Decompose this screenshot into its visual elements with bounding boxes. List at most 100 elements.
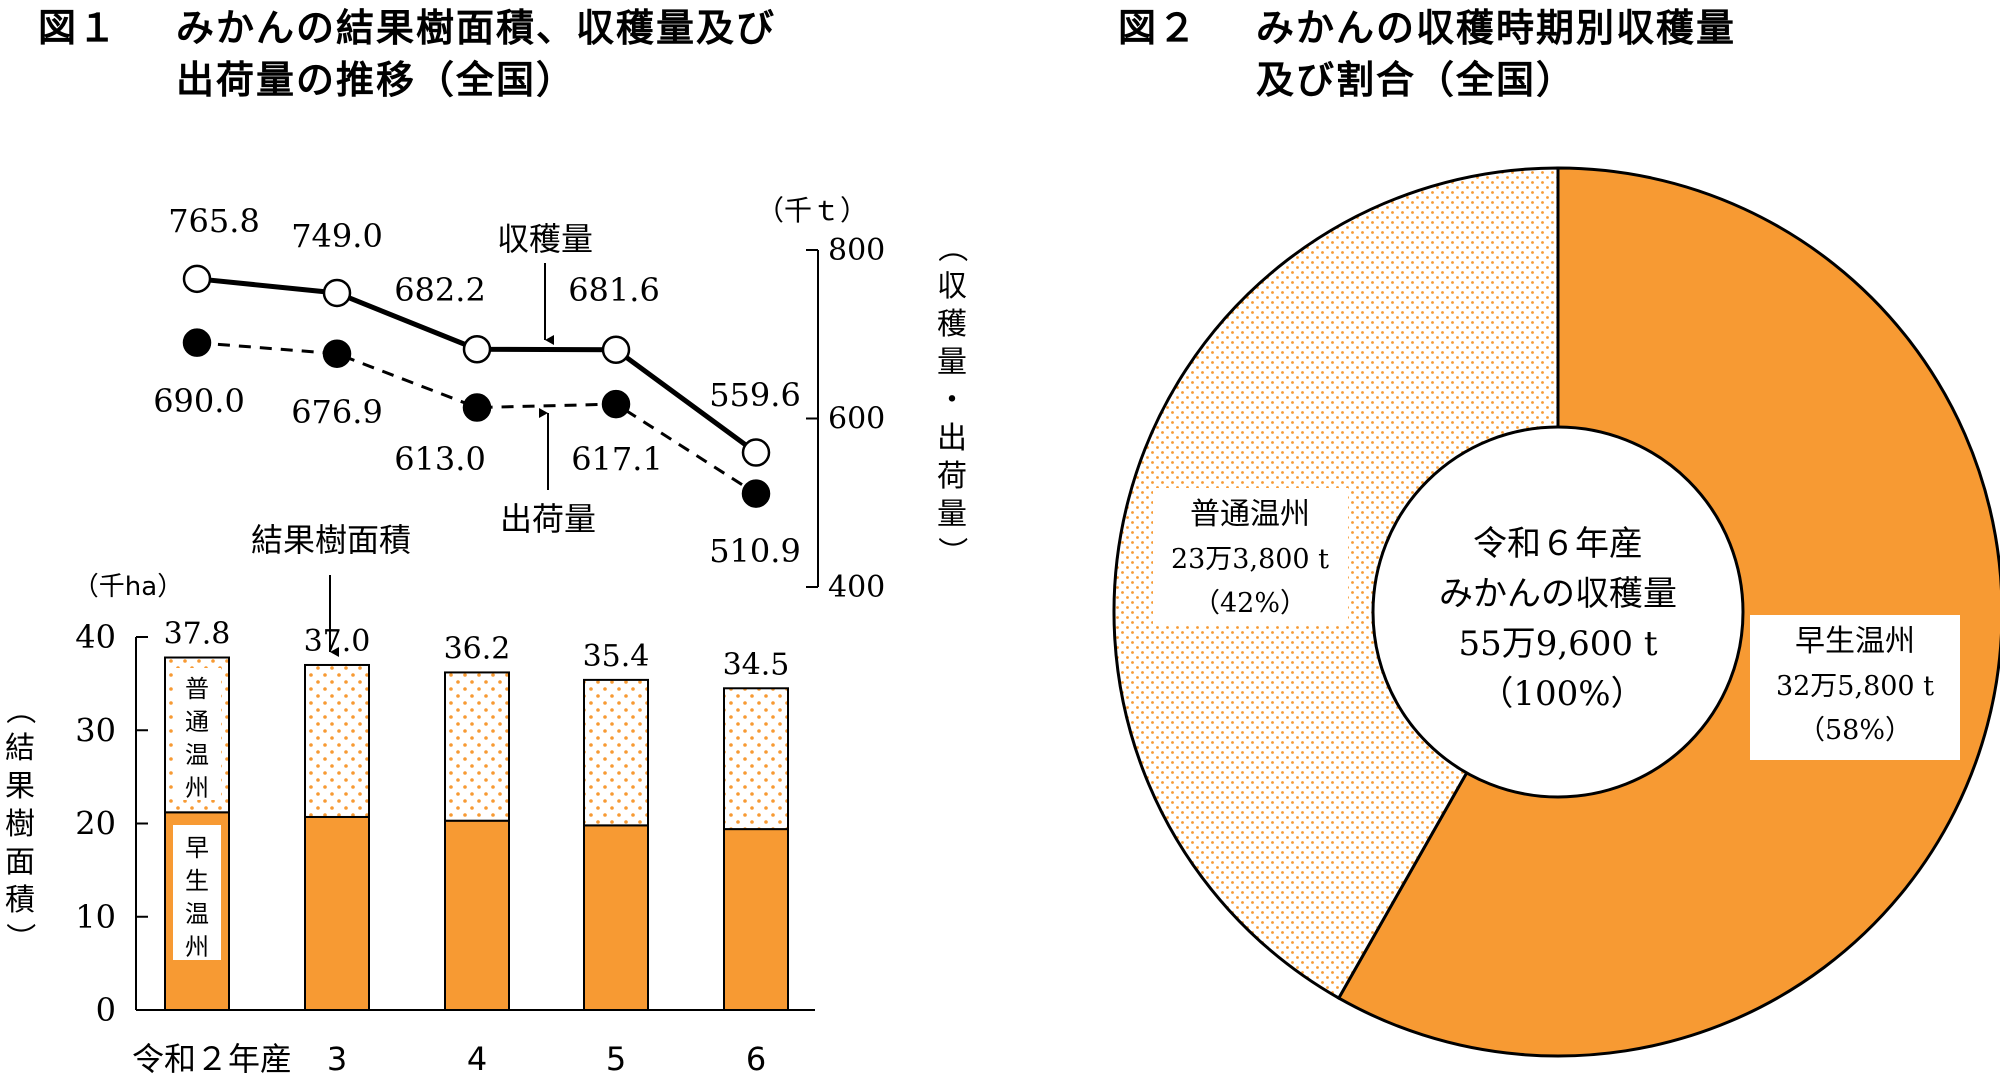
bar-category-label: 3: [327, 1040, 347, 1075]
line-point: [182, 328, 212, 357]
bar-ytick-label: 10: [75, 898, 116, 936]
line-value-label: 765.8: [168, 202, 260, 240]
bar-total-label: 35.4: [583, 639, 650, 674]
line-value-label: 681.6: [568, 271, 660, 309]
bar-segment-late: [723, 687, 789, 831]
pie-center-label: 55万9,600 t: [1458, 624, 1657, 664]
pie-center-label: 令和６年産: [1473, 524, 1643, 564]
line-value-label: 690.0: [153, 382, 245, 420]
bar-ytick-label: 0: [96, 991, 116, 1029]
bar-label-bg: [173, 668, 221, 800]
line-point: [322, 278, 352, 308]
figure1-title-line1: みかんの結果樹面積、収穫量及び: [176, 6, 777, 50]
line-ytick-label: 800: [828, 233, 885, 268]
bar-series-label-early-char: 生: [185, 867, 209, 895]
line-series-1: [196, 341, 757, 495]
line-yaxis-label-char: 出: [937, 421, 967, 456]
bar-series-label-early: 早生温州: [185, 834, 209, 961]
bar-total-label: 37.8: [164, 617, 231, 652]
pie-slice-percent: （58%）: [1798, 715, 1912, 746]
line-yaxis-label-char: 量: [937, 345, 967, 380]
bar-series-label-early-char: 温: [185, 900, 209, 928]
line-series-name: 収穫量: [497, 220, 593, 258]
bar-yaxis-label-char: ）: [2, 923, 37, 953]
bar-segment-early: [723, 828, 789, 1011]
line-point: [462, 393, 492, 422]
pie-center-hole: [1371, 425, 1745, 799]
bar-ytick-label: 20: [75, 805, 116, 843]
pie-slice-name: 早生温州: [1795, 624, 1915, 659]
bar-series-label-late-char: 温: [185, 741, 209, 769]
bar-category-label: 5: [606, 1040, 626, 1075]
bar-yaxis-label: （ 結果樹面積 ）: [2, 695, 37, 953]
line-yaxis-label-char: 荷: [937, 459, 967, 494]
bar-series-label-late-char: 州: [185, 774, 209, 802]
bar-chart-label: 結果樹面積: [251, 521, 411, 559]
bar-series-label-late: 普通温州: [185, 675, 209, 802]
bar-segment-early: [583, 824, 649, 1011]
line-series-name: 出荷量: [500, 500, 596, 538]
line-value-label: 676.9: [291, 393, 383, 431]
pie-label-box: [1750, 615, 1960, 760]
line-yaxis-label-char: 量: [937, 497, 967, 532]
bar-segment-late: [583, 678, 649, 827]
line-value-label: 682.2: [394, 271, 486, 309]
line-yaxis-label-char: ・: [937, 383, 967, 418]
figure2-title-line1: みかんの収穫時期別収穫量: [1256, 6, 1737, 50]
pie-slice-name: 普通温州: [1190, 497, 1310, 532]
pie-label-box: [1153, 488, 1348, 626]
pie-slice-value: 32万5,800 t: [1776, 671, 1934, 702]
bar-category-label: 4: [467, 1040, 487, 1075]
figure1-number: 図１: [38, 6, 119, 50]
bar-series-label-late-char: 通: [185, 708, 209, 736]
line-value-label: 613.0: [394, 440, 486, 478]
bar-category-label: 令和２年産: [132, 1040, 292, 1075]
line-yaxis-label-char: 収: [937, 269, 967, 304]
bar-ytick-label: 30: [75, 711, 116, 749]
figure1-title: 図１ みかんの結果樹面積、収穫量及び 出荷量の推移（全国）: [38, 2, 776, 106]
bar-segment-late: [304, 663, 370, 818]
bar-segment-early: [444, 819, 510, 1012]
line-point: [601, 335, 631, 365]
bar-total-label: 37.0: [304, 624, 371, 659]
line-value-label: 510.9: [709, 532, 801, 570]
bar-series-label-early-char: 早: [185, 834, 209, 862]
bar-yaxis-label-char: 積: [5, 883, 35, 918]
line-value-label: 559.6: [709, 376, 801, 414]
bar-segment-late: [444, 671, 510, 822]
bar-yaxis-unit: （千ha）: [73, 572, 183, 602]
figure2-title-line2: 及び割合（全国）: [1256, 58, 1577, 102]
bar-label-bg: [173, 825, 221, 960]
line-ytick-label: 600: [828, 402, 885, 437]
bar-segment-early: [304, 815, 370, 1011]
bar-yaxis-label-char: 果: [5, 769, 35, 804]
line-point: [182, 264, 212, 294]
bar-yaxis-label-char: 結: [5, 731, 35, 766]
pie-slice-value: 23万3,800 t: [1171, 544, 1329, 575]
line-value-label: 749.0: [291, 217, 383, 255]
pie-slice-percent: （42%）: [1193, 588, 1307, 619]
line-yaxis-label-char: ）: [934, 537, 969, 567]
bar-series-label-late-char: 普: [185, 675, 209, 703]
line-point: [462, 334, 492, 364]
bar-series-label-early-char: 州: [185, 933, 209, 961]
bar-total-label: 36.2: [444, 631, 511, 666]
line-point: [741, 479, 771, 508]
bar-total-label: 34.5: [723, 647, 790, 682]
figure2-title: 図２ みかんの収穫時期別収穫量 及び割合（全国）: [1118, 2, 1736, 106]
figure2-number: 図２: [1118, 6, 1199, 50]
bar-category-label: 6: [746, 1040, 766, 1075]
bar-chart: 40 30 20 10 0 （千ha） （ 結果樹面積 ） 37.8 37.0 36.2 35.4 34.…: [2, 521, 815, 1075]
line-yaxis-label-char: （: [934, 233, 969, 263]
line-yaxis-label-char: 穫: [937, 307, 967, 342]
line-yaxis-unit: （千ｔ）: [756, 194, 868, 227]
line-point: [322, 339, 352, 368]
bar-yaxis-label-char: 樹: [5, 807, 35, 842]
pie-center-label: みかんの収穫量: [1439, 574, 1677, 614]
bar-ytick-label: 40: [75, 618, 116, 656]
line-ytick-label: 400: [828, 570, 885, 605]
bar-yaxis-label-char: （: [2, 695, 37, 725]
